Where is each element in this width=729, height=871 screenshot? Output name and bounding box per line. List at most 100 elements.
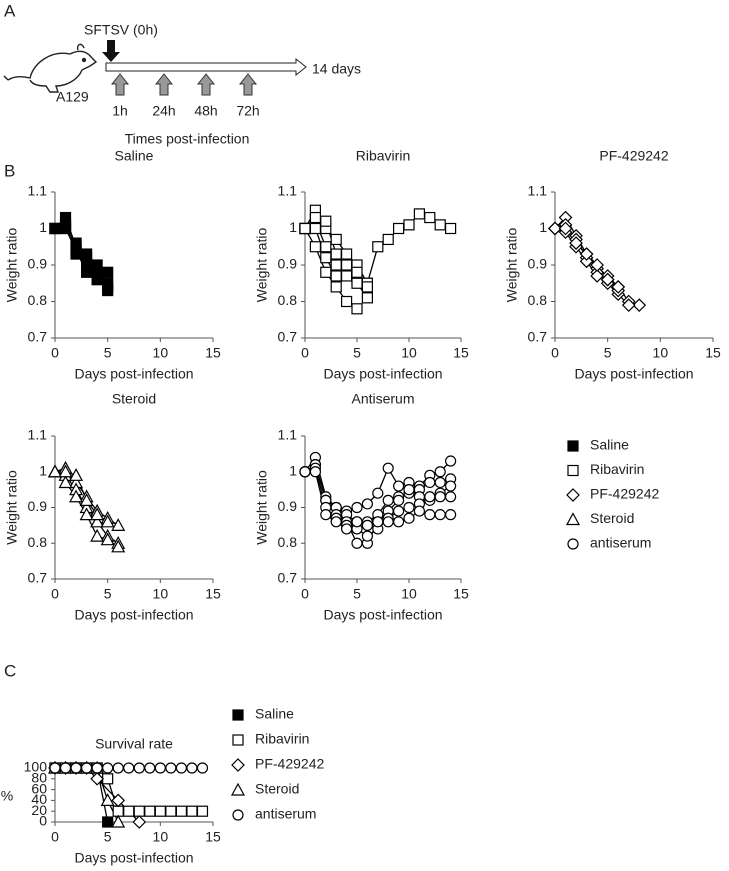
- marker: [403, 219, 415, 231]
- marker: [361, 530, 373, 542]
- y-tick-label: 1.1: [278, 183, 298, 199]
- x-tick-label: 15: [453, 586, 469, 602]
- marker: [621, 298, 636, 312]
- x-tick-label: 10: [153, 345, 169, 361]
- chart-title: PF-429242: [599, 148, 668, 164]
- marker: [445, 455, 457, 467]
- marker: [196, 762, 209, 774]
- marker: [393, 494, 405, 506]
- marker: [579, 254, 594, 269]
- timepoint-label: 1h: [112, 103, 128, 119]
- marker: [382, 494, 394, 506]
- marker: [632, 298, 647, 312]
- legend-label: Saline: [255, 706, 294, 722]
- marker: [79, 507, 94, 521]
- marker: [80, 266, 93, 278]
- y-tick-label: 1: [289, 462, 297, 478]
- marker: [393, 505, 405, 517]
- y-tick-label: 0.9: [528, 256, 548, 272]
- chart-title: Survival rate: [95, 736, 173, 752]
- marker: [424, 211, 436, 224]
- chart-title: Ribavirin: [356, 148, 410, 164]
- x-axis-label: Days post-infection: [74, 850, 193, 866]
- marker: [424, 476, 436, 489]
- marker: [58, 475, 73, 489]
- marker: [112, 762, 124, 774]
- y-tick-label: 1.1: [28, 183, 48, 199]
- marker: [424, 491, 436, 503]
- marker: [299, 466, 311, 478]
- marker: [413, 208, 425, 220]
- marker: [403, 512, 415, 524]
- x-tick-label: 5: [353, 586, 361, 602]
- marker: [102, 284, 114, 297]
- marker: [186, 805, 198, 817]
- legend-label: antiserum: [255, 806, 316, 822]
- x-tick-label: 5: [104, 829, 112, 845]
- marker: [111, 814, 126, 828]
- legend-label: PF-429242: [590, 486, 659, 502]
- y-tick-label: 1.1: [28, 427, 48, 443]
- x-tick-label: 0: [51, 345, 59, 361]
- marker: [91, 762, 103, 774]
- marker: [330, 516, 342, 528]
- legend-marker: [232, 709, 244, 721]
- x-tick-label: 15: [705, 345, 721, 361]
- marker: [403, 501, 415, 514]
- marker: [445, 491, 457, 503]
- marker: [102, 762, 114, 774]
- marker: [123, 805, 135, 817]
- marker: [351, 266, 363, 278]
- legend-marker: [230, 782, 246, 796]
- marker: [341, 259, 353, 271]
- y-tick-label: 1.1: [528, 183, 548, 199]
- y-tick-label: 1: [289, 219, 297, 235]
- y-tick-label: 20: [31, 802, 47, 818]
- y-tick-label: 40: [31, 791, 47, 807]
- marker: [320, 252, 332, 264]
- timepoint-arrow: [238, 73, 258, 96]
- y-axis-label: Weight ratio: [504, 228, 520, 303]
- marker: [102, 816, 114, 828]
- legend-marker: [566, 488, 580, 502]
- marker: [579, 247, 594, 261]
- marker: [320, 215, 332, 227]
- x-tick-label: 0: [301, 586, 309, 602]
- y-axis-label: Weight ratio: [4, 228, 20, 303]
- y-tick-label: 0.8: [28, 292, 48, 308]
- legend-label: Ribavirin: [590, 461, 644, 477]
- marker: [351, 277, 363, 289]
- marker: [100, 514, 115, 528]
- y-tick-label: 100: [24, 759, 48, 775]
- marker: [133, 762, 145, 774]
- timeline-arrow: [105, 57, 307, 77]
- marker: [111, 539, 126, 553]
- marker: [351, 516, 363, 528]
- marker: [90, 771, 104, 786]
- legend-label: Saline: [590, 437, 629, 453]
- y-tick-label: 0.8: [528, 292, 548, 308]
- chart-title: Antiserum: [351, 391, 414, 407]
- marker: [330, 259, 342, 271]
- series-line: [55, 767, 203, 812]
- x-tick-label: 0: [301, 345, 309, 361]
- marker: [600, 272, 615, 287]
- marker: [382, 233, 394, 246]
- y-tick-label: 80: [31, 770, 47, 786]
- marker: [58, 464, 73, 478]
- marker: [70, 244, 82, 256]
- infection-arrow: [102, 40, 120, 62]
- marker: [309, 241, 321, 253]
- marker: [144, 762, 156, 774]
- x-tick-label: 15: [453, 345, 469, 361]
- marker: [123, 762, 135, 774]
- marker: [361, 498, 373, 510]
- x-tick-label: 5: [353, 345, 361, 361]
- marker: [91, 259, 103, 271]
- legend-label: Steroid: [590, 510, 634, 526]
- legend-marker: [231, 758, 245, 772]
- marker: [309, 211, 321, 224]
- marker: [59, 222, 72, 235]
- x-tick-label: 15: [205, 586, 221, 602]
